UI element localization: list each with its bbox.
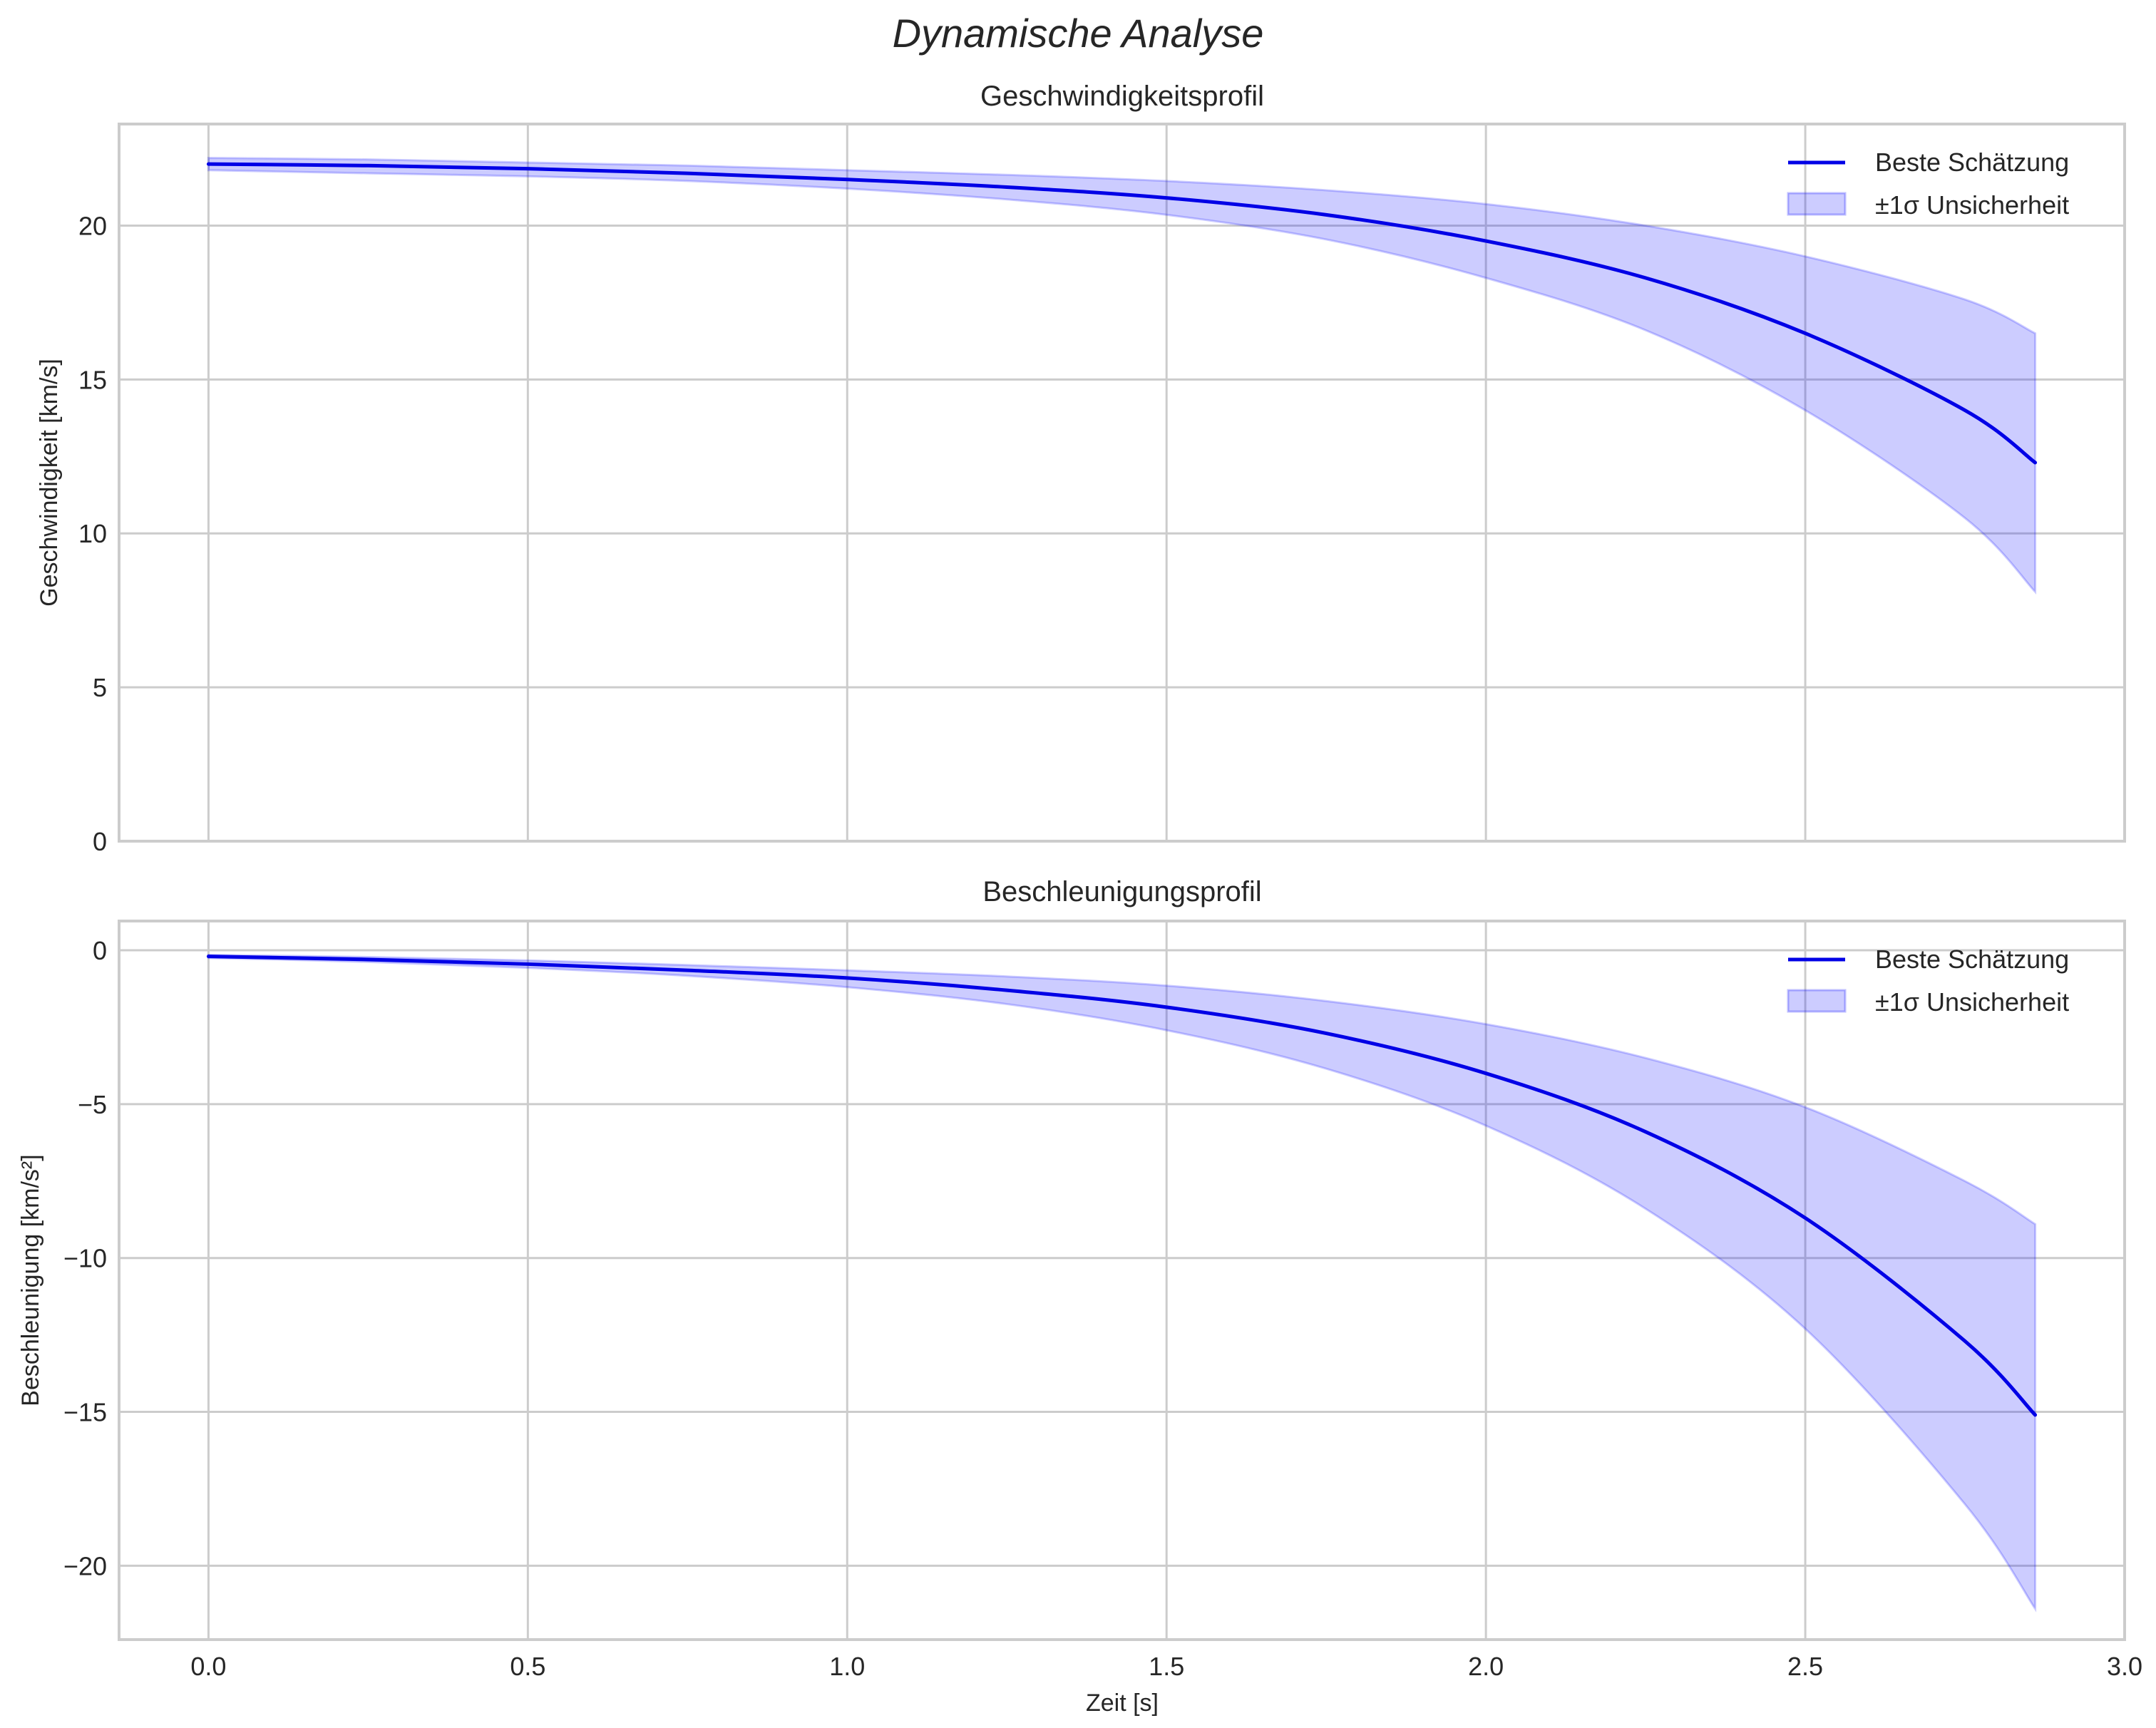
velocity-panel: Geschwindigkeitsprofil 0 5 10 15 20 Geschwin… — [36, 81, 2126, 856]
acceleration-best-estimate-line — [206, 955, 2038, 1417]
y-tick-label: 0 — [93, 936, 107, 965]
x-tick-label: 0.0 — [190, 1652, 226, 1681]
y-tick-label: −15 — [63, 1398, 107, 1427]
x-tick-label: 3.0 — [2107, 1652, 2142, 1681]
velocity-best-estimate-line — [206, 162, 2038, 465]
x-tick-label: 1.5 — [1149, 1652, 1184, 1681]
acceleration-y-axis-label: Beschleunigung [km/s²] — [17, 1154, 44, 1406]
y-tick-label: 5 — [93, 673, 107, 702]
x-tick-label: 0.5 — [510, 1652, 545, 1681]
x-tick-label: 2.0 — [1468, 1652, 1504, 1681]
figure-title: Dynamische Analyse — [893, 11, 1264, 56]
legend-band-icon — [1787, 192, 1847, 216]
acceleration-legend: Beste Schätzung ±1σ Unsicherheit — [1787, 945, 2069, 1017]
y-tick-label: −10 — [63, 1244, 107, 1273]
acceleration-panel: Beschleunigungsprofil 0 −5 −10 −15 −20 Besch… — [17, 876, 2142, 1717]
legend-label-best-estimate: Beste Schätzung — [1875, 148, 2069, 177]
x-tick-label: 2.5 — [1787, 1652, 1823, 1681]
velocity-grid — [119, 124, 2126, 843]
legend-label-uncertainty: ±1σ Unsicherheit — [1875, 987, 2069, 1017]
velocity-chart-title: Geschwindigkeitsprofil — [980, 81, 1264, 112]
x-tick-labels: 0.0 0.5 1.0 1.5 2.0 2.5 3.0 — [190, 1652, 2142, 1681]
acceleration-axes-frame — [118, 920, 2126, 1641]
acceleration-grid — [119, 921, 2126, 1640]
acceleration-y-tick-labels: 0 −5 −10 −15 −20 — [63, 936, 107, 1580]
velocity-axes-frame — [118, 123, 2126, 843]
y-tick-label: 10 — [78, 519, 107, 548]
x-tick-label: 1.0 — [829, 1652, 865, 1681]
velocity-y-tick-labels: 0 5 10 15 20 — [78, 211, 107, 856]
y-tick-label: −5 — [78, 1090, 107, 1119]
velocity-legend: Beste Schätzung ±1σ Unsicherheit — [1787, 148, 2069, 220]
velocity-y-axis-label: Geschwindigkeit [km/s] — [36, 359, 63, 607]
legend-band-icon — [1787, 989, 1847, 1013]
legend-label-uncertainty: ±1σ Unsicherheit — [1875, 190, 2069, 220]
y-tick-label: 15 — [78, 365, 107, 394]
x-axis-label: Zeit [s] — [1086, 1690, 1159, 1717]
velocity-uncertainty-band — [207, 156, 2037, 595]
acceleration-chart-title: Beschleunigungsprofil — [982, 876, 1261, 907]
y-tick-label: −20 — [63, 1551, 107, 1580]
y-tick-label: 20 — [78, 211, 107, 240]
legend-label-best-estimate: Beste Schätzung — [1875, 945, 2069, 974]
acceleration-uncertainty-band — [207, 953, 2037, 1613]
y-tick-label: 0 — [93, 827, 107, 856]
